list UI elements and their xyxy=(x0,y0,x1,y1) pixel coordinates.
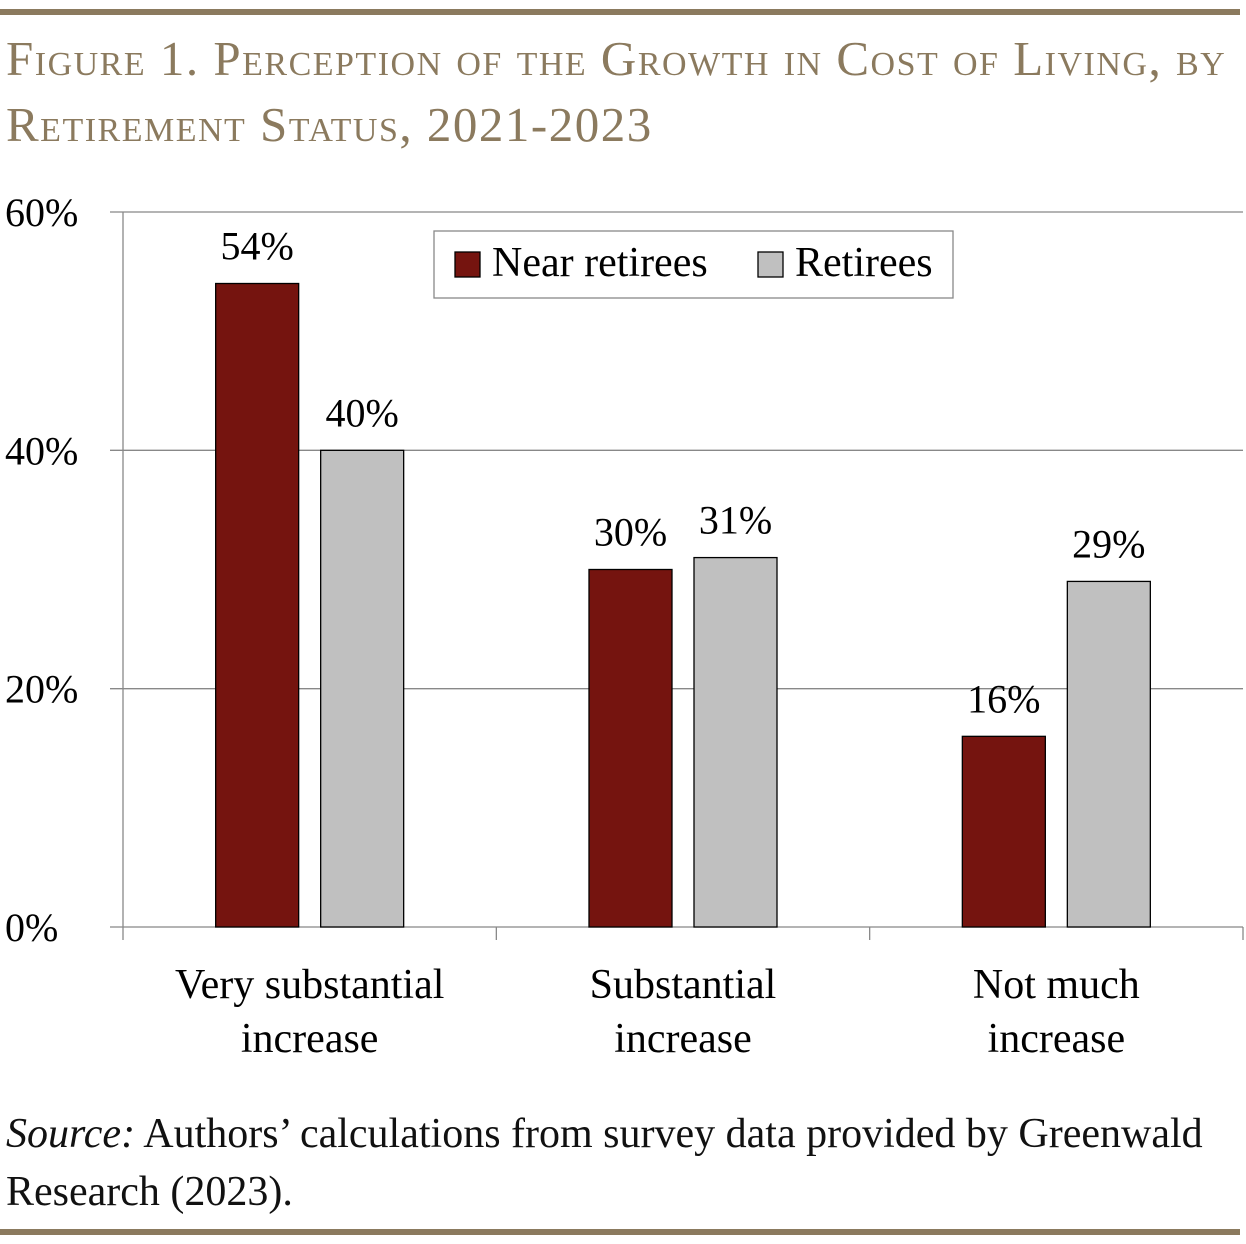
data-label: 31% xyxy=(699,498,772,543)
x-category-label: Not much xyxy=(973,962,1140,1008)
y-tick-label: 20% xyxy=(5,667,78,712)
bar-near-retirees xyxy=(588,568,673,928)
x-category-label: Very substantial xyxy=(175,962,444,1008)
data-label: 16% xyxy=(967,676,1040,721)
legend-label: Retirees xyxy=(795,240,933,286)
data-label: 40% xyxy=(326,390,399,435)
x-category-label: Substantial xyxy=(590,962,777,1008)
bar-retirees xyxy=(1066,580,1151,928)
data-label: 29% xyxy=(1072,521,1145,566)
y-tick-label: 40% xyxy=(5,428,78,473)
legend-label: Near retirees xyxy=(492,240,708,286)
x-category-label: increase xyxy=(241,1016,379,1062)
y-tick-label: 60% xyxy=(5,190,78,235)
data-label: 30% xyxy=(594,510,667,555)
x-category-label: increase xyxy=(988,1016,1126,1062)
legend-swatch-retirees xyxy=(757,251,784,278)
source-text: Authors’ calculations from survey data p… xyxy=(6,1111,1203,1215)
bottom-rule xyxy=(0,1229,1240,1235)
source-label: Source: xyxy=(6,1111,136,1157)
source-note: Source: Authors’ calculations from surve… xyxy=(6,1105,1236,1221)
bar-retirees xyxy=(320,449,405,928)
legend-swatch-near-retirees xyxy=(454,251,481,278)
bar-near-retirees xyxy=(961,735,1046,928)
figure-title: Figure 1. Perception of the Growth in Co… xyxy=(6,31,1227,152)
x-category-label: increase xyxy=(614,1016,752,1062)
top-rule xyxy=(0,9,1240,15)
bar-retirees xyxy=(693,556,778,928)
y-tick-label: 0% xyxy=(5,905,58,950)
data-label: 54% xyxy=(221,224,294,269)
bar-near-retirees xyxy=(215,282,300,928)
legend xyxy=(433,230,954,299)
